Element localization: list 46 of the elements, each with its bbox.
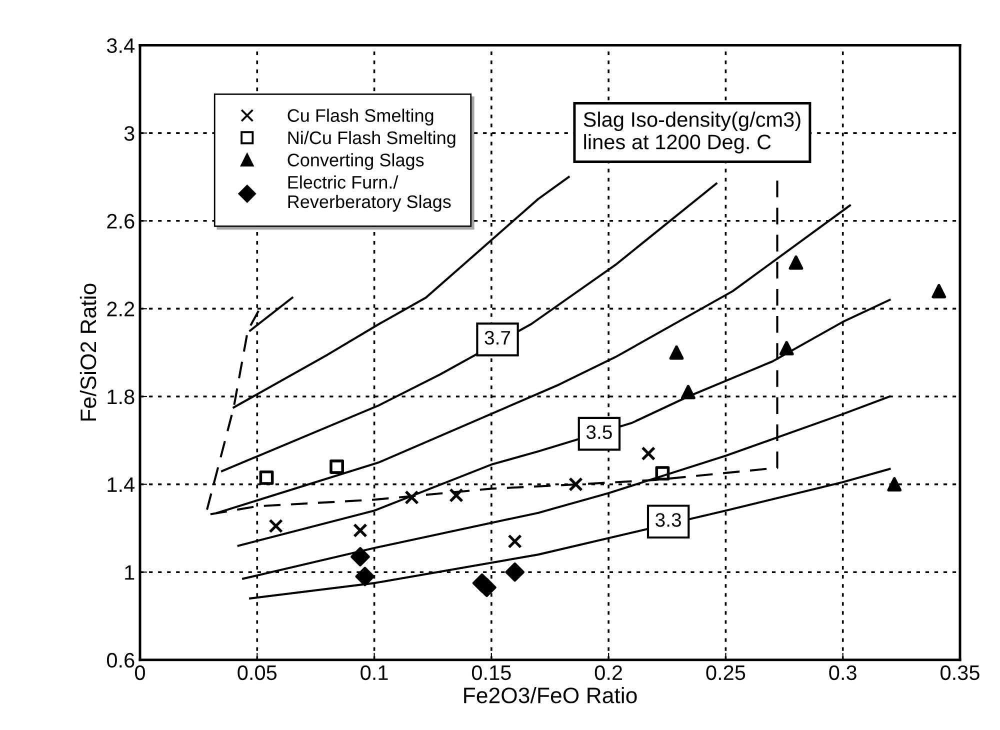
point <box>259 470 274 485</box>
point <box>404 490 419 505</box>
x-tick-label: 0.15 <box>472 665 511 680</box>
legend-label: Ni/Cu Flash Smelting <box>288 130 456 148</box>
y-tick-label: 1.4 <box>108 478 135 492</box>
x-tick-label: 0.25 <box>706 665 746 680</box>
point <box>449 488 464 502</box>
annotation: 3.3 <box>656 513 681 527</box>
point <box>641 446 656 461</box>
point <box>508 534 522 549</box>
x-tick-label: 0.3 <box>829 665 856 680</box>
x-tick-label: 0.35 <box>940 665 980 680</box>
y-tick-label: 2.6 <box>107 214 134 229</box>
point <box>681 384 696 400</box>
point <box>887 477 902 492</box>
x-tick-label: 0 <box>135 665 145 680</box>
point <box>353 523 368 538</box>
x-tick-label: 0.05 <box>238 665 277 680</box>
annotation: Slag Iso-density(g/cm3) lines at 1200 Deg. C <box>584 112 800 154</box>
y-tick-label: 1.8 <box>108 389 134 404</box>
y-tick-label: 2.2 <box>107 302 134 316</box>
legend-label: Electric Furn./ Reverberatory Slags <box>288 175 451 212</box>
point <box>330 460 344 474</box>
x-tick-label: 0.2 <box>594 665 622 680</box>
y-tick-label: 3.4 <box>106 38 135 54</box>
y-tick-label: 0.6 <box>106 652 134 668</box>
legend-label: Converting Slags <box>288 153 424 170</box>
y-axis-title: Fe/SiO2 Ratio <box>80 284 96 421</box>
point <box>655 466 670 481</box>
annotation: 3.5 <box>586 425 612 440</box>
point <box>568 477 583 492</box>
point <box>779 341 794 356</box>
point <box>505 562 524 582</box>
legend-label: Cu Flash Smelting <box>288 108 434 126</box>
point <box>477 578 496 598</box>
annotation: 3.7 <box>484 330 510 345</box>
point <box>355 566 375 586</box>
x-axis-title: Fe2O3/FeO Ratio <box>464 686 637 704</box>
point <box>788 255 804 270</box>
point <box>932 284 946 298</box>
point <box>350 547 370 566</box>
point <box>268 518 284 534</box>
y-tick-label: 3 <box>124 126 134 141</box>
x-tick-label: 0.1 <box>360 665 388 680</box>
point <box>669 345 684 360</box>
y-tick-label: 1 <box>125 565 134 580</box>
